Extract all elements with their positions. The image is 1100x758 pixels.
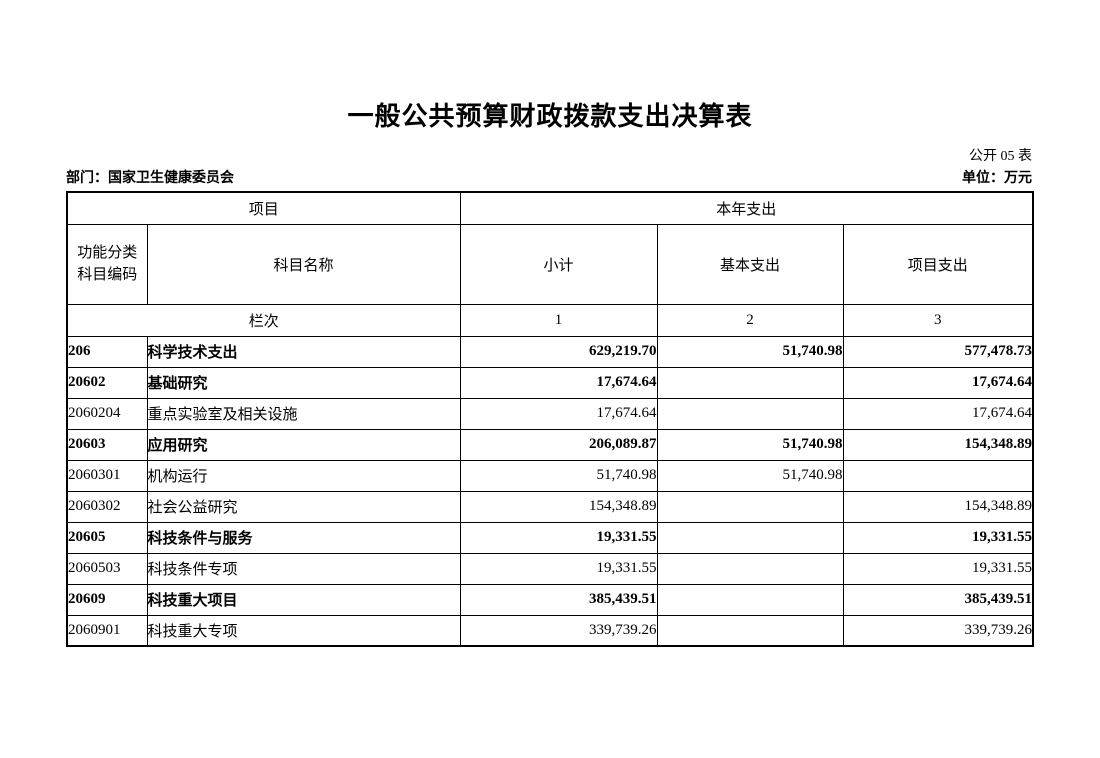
row-name: 重点实验室及相关设施	[146, 397, 461, 430]
table-row: 2060901 科技重大专项 339,739.26 339,739.26	[66, 614, 1034, 647]
row-code: 206	[66, 335, 148, 368]
row-project: 154,348.89	[842, 428, 1034, 461]
row-code: 20603	[66, 428, 148, 461]
row-basic	[656, 583, 844, 616]
header-group-row: 项目 本年支出	[66, 191, 1034, 225]
row-code: 2060302	[66, 490, 148, 523]
row-basic	[656, 521, 844, 554]
row-basic: 51,740.98	[656, 335, 844, 368]
row-project	[842, 459, 1034, 492]
row-subtotal: 51,740.98	[459, 459, 658, 492]
row-project: 17,674.64	[842, 366, 1034, 399]
row-project: 19,331.55	[842, 521, 1034, 554]
row-code: 20602	[66, 366, 148, 399]
form-number-label: 公开 05 表	[969, 149, 1032, 164]
header-project-group: 项目	[66, 191, 461, 225]
row-subtotal: 19,331.55	[459, 552, 658, 585]
table-row: 20603 应用研究 206,089.87 51,740.98 154,348.…	[66, 428, 1034, 461]
department-label: 部门：国家卫生健康委员会	[66, 171, 234, 186]
row-subtotal: 629,219.70	[459, 335, 658, 368]
row-name: 科技重大专项	[146, 614, 461, 647]
header-column-2: 2	[656, 303, 844, 337]
row-project: 154,348.89	[842, 490, 1034, 523]
table-row: 206 科学技术支出 629,219.70 51,740.98 577,478.…	[66, 335, 1034, 368]
row-subtotal: 385,439.51	[459, 583, 658, 616]
row-name: 科技条件与服务	[146, 521, 461, 554]
header-project-expenditure: 项目支出	[842, 223, 1034, 305]
row-name: 机构运行	[146, 459, 461, 492]
header-current-year-group: 本年支出	[459, 191, 1034, 225]
table-row: 2060204 重点实验室及相关设施 17,674.64 17,674.64	[66, 397, 1034, 430]
row-name: 基础研究	[146, 366, 461, 399]
row-project: 339,739.26	[842, 614, 1034, 647]
header-column-1: 1	[459, 303, 658, 337]
table-row: 2060301 机构运行 51,740.98 51,740.98	[66, 459, 1034, 492]
header-main-row: 功能分类 科目编码 科目名称 小计 基本支出 项目支出	[66, 223, 1034, 305]
row-project: 17,674.64	[842, 397, 1034, 430]
row-subtotal: 17,674.64	[459, 397, 658, 430]
row-project: 577,478.73	[842, 335, 1034, 368]
unit-label: 单位：万元	[962, 171, 1032, 186]
row-name: 科技重大项目	[146, 583, 461, 616]
header-index-row: 栏次 1 2 3	[66, 303, 1034, 337]
header-function-code: 功能分类 科目编码	[66, 223, 148, 305]
row-basic	[656, 490, 844, 523]
row-code: 2060301	[66, 459, 148, 492]
row-code: 2060503	[66, 552, 148, 585]
row-basic	[656, 552, 844, 585]
header-function-code-line2: 科目编码	[77, 267, 138, 283]
table-row: 2060503 科技条件专项 19,331.55 19,331.55	[66, 552, 1034, 585]
header-subtotal: 小计	[459, 223, 658, 305]
row-subtotal: 339,739.26	[459, 614, 658, 647]
table-row: 2060302 社会公益研究 154,348.89 154,348.89	[66, 490, 1034, 523]
row-name: 科学技术支出	[146, 335, 461, 368]
row-basic	[656, 366, 844, 399]
meta-line: 部门：国家卫生健康委员会 单位：万元	[66, 167, 1032, 187]
row-subtotal: 17,674.64	[459, 366, 658, 399]
table-row: 20605 科技条件与服务 19,331.55 19,331.55	[66, 521, 1034, 554]
page-title: 一般公共预算财政拨款支出决算表	[347, 102, 753, 131]
row-basic	[656, 614, 844, 647]
row-basic	[656, 397, 844, 430]
header-basic-expenditure: 基本支出	[656, 223, 844, 305]
row-name: 应用研究	[146, 428, 461, 461]
row-subtotal: 19,331.55	[459, 521, 658, 554]
budget-table: 项目 本年支出 功能分类 科目编码 科目名称 小计 基本支出 项目支出 栏次 1…	[66, 191, 1035, 647]
row-basic: 51,740.98	[656, 428, 844, 461]
row-code: 2060901	[66, 614, 148, 647]
document-page: 一般公共预算财政拨款支出决算表 公开 05 表 部门：国家卫生健康委员会 单位：…	[0, 96, 1100, 758]
row-subtotal: 154,348.89	[459, 490, 658, 523]
header-column-index-label: 栏次	[66, 303, 461, 337]
row-name: 科技条件专项	[146, 552, 461, 585]
row-project: 19,331.55	[842, 552, 1034, 585]
header-column-3: 3	[842, 303, 1034, 337]
table-row: 20609 科技重大项目 385,439.51 385,439.51	[66, 583, 1034, 616]
table-row: 20602 基础研究 17,674.64 17,674.64	[66, 366, 1034, 399]
row-name: 社会公益研究	[146, 490, 461, 523]
header-subject-name: 科目名称	[146, 223, 461, 305]
row-project: 385,439.51	[842, 583, 1034, 616]
header-function-code-line1: 功能分类	[77, 244, 138, 261]
row-code: 20609	[66, 583, 148, 616]
row-code: 20605	[66, 521, 148, 554]
row-basic: 51,740.98	[656, 459, 844, 492]
row-code: 2060204	[66, 397, 148, 430]
row-subtotal: 206,089.87	[459, 428, 658, 461]
